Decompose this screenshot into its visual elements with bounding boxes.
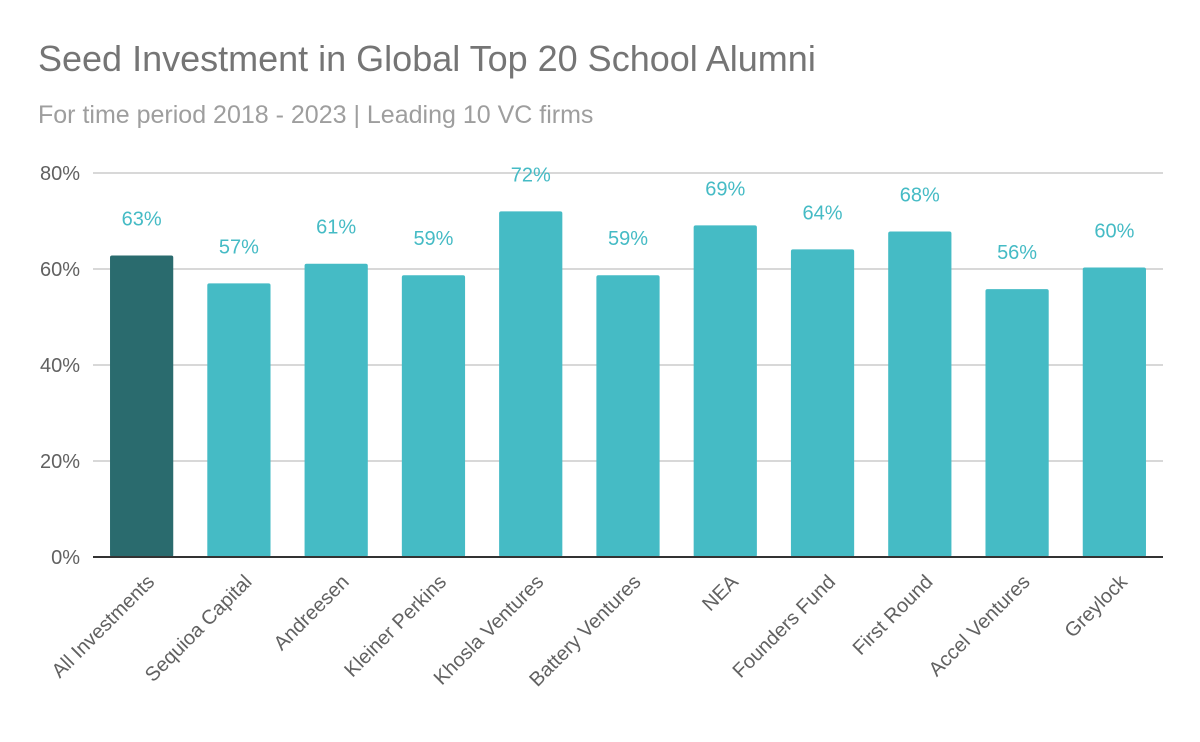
category-label: Andreesen [270, 571, 354, 655]
bar-value-label: 56% [997, 242, 1037, 264]
bar-value-label: 63% [122, 209, 162, 231]
chart-subtitle: For time period 2018 - 2023 | Leading 10… [38, 101, 594, 129]
category-label: First Round [849, 571, 938, 660]
bar [110, 255, 174, 557]
bar [790, 249, 855, 557]
bar [596, 275, 660, 557]
category-label: Kleiner Perkins [340, 571, 451, 682]
bar-value-label: 72% [511, 164, 551, 186]
bar [985, 289, 1049, 557]
bar-value-label: 61% [316, 217, 356, 239]
category-label: NEA [698, 571, 743, 616]
bar-value-label: 60% [1094, 221, 1134, 243]
bar [1082, 267, 1146, 557]
bar [693, 225, 757, 557]
bar-value-label: 59% [608, 228, 648, 250]
category-label: Sequioa Capital [141, 571, 256, 686]
bar-value-label: 69% [705, 178, 745, 200]
category-label: All Investments [48, 571, 159, 682]
bar [207, 283, 271, 557]
bar [888, 231, 952, 557]
bar [401, 275, 466, 557]
value-labels: 63% 57% 61% 59% 72% 59% 69% 64% 68% 56% 60% [122, 164, 1135, 264]
bar-value-label: 68% [900, 185, 940, 207]
bar [304, 263, 368, 557]
y-tick-label: 0% [51, 547, 80, 569]
bar [499, 211, 563, 557]
category-label: Accel Ventures [925, 571, 1035, 681]
bars [110, 211, 1146, 557]
category-label: Greylock [1061, 570, 1133, 642]
y-tick-label: 40% [40, 355, 80, 377]
chart-title: Seed Investment in Global Top 20 School … [38, 38, 816, 79]
bar-value-label: 57% [219, 236, 259, 258]
y-axis-ticks: 0% 20% 40% 60% 80% [40, 163, 80, 569]
bar-value-label: 59% [413, 228, 453, 250]
y-tick-label: 20% [40, 451, 80, 473]
y-tick-label: 60% [40, 259, 80, 281]
category-label: Founders Fund [729, 571, 840, 682]
bar-value-label: 64% [803, 202, 843, 224]
y-tick-label: 80% [40, 163, 80, 185]
